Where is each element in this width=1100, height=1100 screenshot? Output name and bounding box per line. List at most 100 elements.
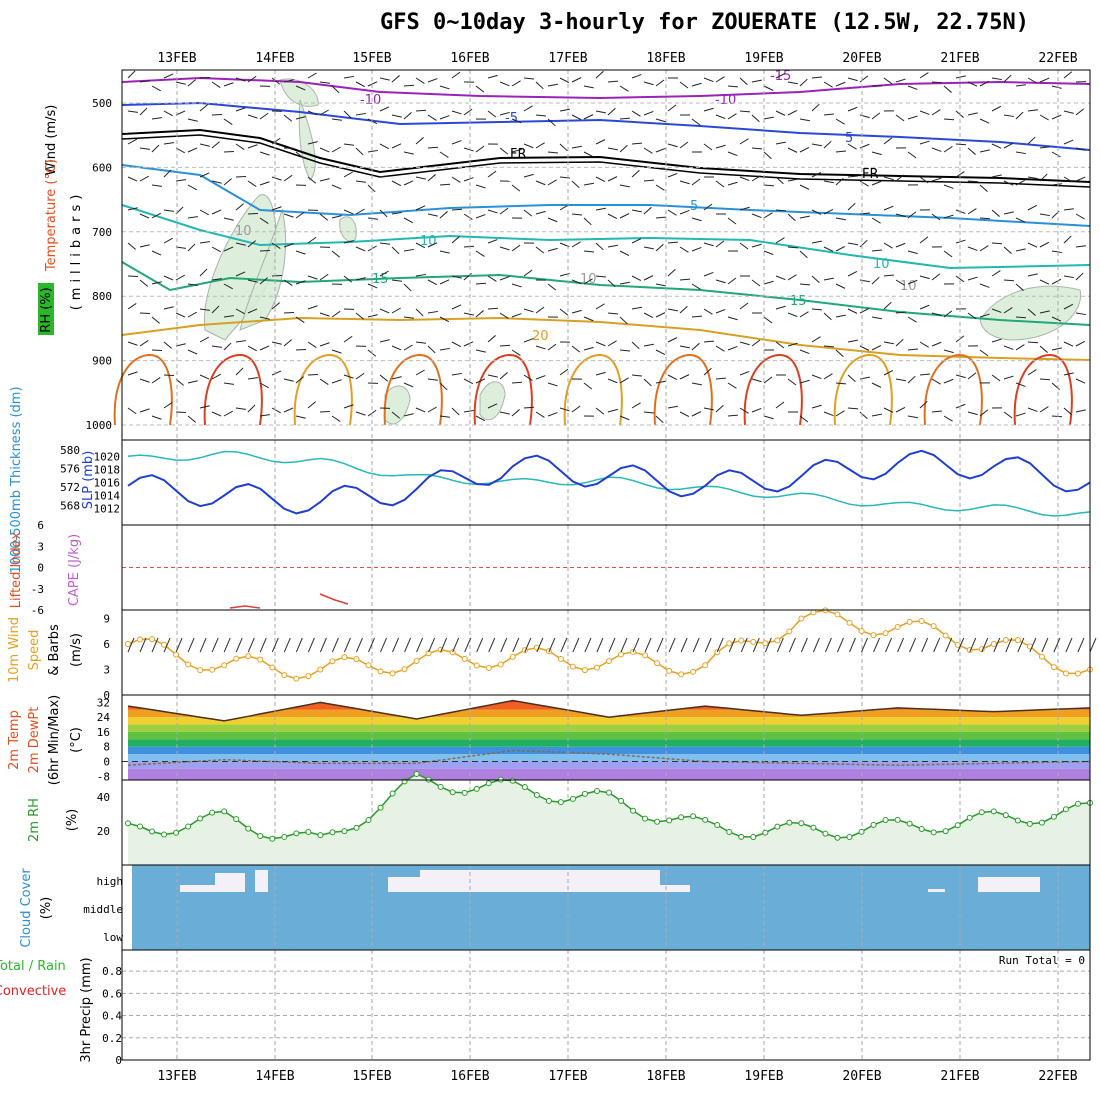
axis-label-slp: SLP (mb) [81, 451, 96, 510]
wind-barb [871, 249, 882, 252]
wind-barb [883, 341, 894, 345]
wind-barb [427, 310, 438, 314]
rh-tick: 20 [97, 825, 110, 838]
wind-barb [835, 217, 846, 221]
rh-point [305, 828, 312, 835]
wind-speed-point [726, 640, 733, 647]
wind-barb [631, 209, 642, 213]
wind-barb [343, 374, 354, 379]
wind-barb [511, 409, 520, 417]
wind-barb [331, 349, 342, 354]
wind-speed-point [401, 666, 408, 673]
panel-frame [121, 609, 1091, 696]
contour-label: -15 [770, 69, 791, 84]
wind-barb [151, 117, 162, 120]
wind-barb [895, 242, 906, 248]
wind-barb [1003, 114, 1014, 118]
wind-barb [655, 415, 664, 424]
wind-barb [343, 143, 354, 146]
wind-barb [715, 114, 726, 120]
wind-barb [511, 313, 522, 318]
wind-barb [499, 246, 510, 251]
wind-barb [919, 373, 930, 376]
wind-barb [1015, 382, 1026, 387]
rh-point [413, 770, 420, 777]
rh-point [618, 797, 625, 804]
rh-point [738, 833, 745, 840]
wind-barb [643, 246, 654, 250]
date-label-bottom: 20FEB [842, 1069, 881, 1084]
wind-barb [187, 118, 198, 122]
date-label-top: 20FEB [842, 51, 881, 66]
wind-barb [151, 184, 162, 187]
wind-barb [967, 372, 977, 380]
wind-barb [595, 371, 606, 376]
wind-barb [751, 147, 763, 150]
contour-label: -10 [715, 93, 736, 108]
wind-barb [524, 637, 532, 653]
wind-speed-point [581, 667, 588, 674]
wind-barb [895, 378, 906, 382]
wind-barb [428, 637, 436, 653]
wind-tick: 0 [103, 689, 110, 702]
wind-barb [439, 211, 448, 219]
wind-barb [619, 281, 630, 285]
wind-barb [667, 268, 676, 277]
wind-barb [619, 415, 630, 421]
wind-barb [1039, 345, 1048, 353]
wind-barb [919, 176, 929, 184]
wind-barb [1051, 85, 1062, 89]
wind-barb [163, 237, 173, 244]
wind-barb [139, 107, 148, 116]
wind-barb [955, 374, 966, 379]
wind-barb [812, 637, 820, 653]
wind-barb [295, 637, 303, 653]
wind-speed-point [762, 640, 769, 647]
thickness-tick: 576 [60, 463, 80, 476]
wind-barb [655, 184, 665, 191]
wind-speed-point [882, 630, 889, 637]
wind-barb [1051, 347, 1062, 351]
rh-point [533, 792, 540, 799]
wind-barb [427, 242, 438, 248]
wind-speed-point [666, 667, 673, 674]
contour-label: -10 [360, 93, 381, 108]
date-label-top: 17FEB [548, 51, 587, 66]
temp-tick: 32 [97, 696, 110, 709]
wind-barb [247, 180, 257, 188]
wind-speed-point [557, 655, 564, 662]
wind-barb [847, 271, 858, 277]
wind-barb [283, 79, 294, 83]
wind-barb [656, 637, 664, 653]
wind-barb [547, 118, 556, 127]
slp-tick: 1016 [94, 477, 121, 490]
wind-barb [187, 79, 196, 87]
rh-point [521, 784, 528, 791]
wind-barb [1075, 147, 1086, 151]
wind-barb [895, 311, 906, 314]
wind-barb [835, 81, 846, 87]
wind-barb [127, 176, 138, 182]
wind-barb [1003, 74, 1012, 83]
wind-barb [907, 415, 918, 419]
wind-barb [355, 246, 366, 252]
wind-barb [547, 412, 558, 417]
wind-barb [511, 244, 521, 252]
wind-barb [595, 341, 606, 347]
wind-barb [499, 147, 509, 155]
wind-barb [703, 407, 714, 411]
wind-barb [823, 312, 832, 321]
wind-barb [739, 77, 748, 86]
wind-barb [763, 116, 774, 120]
wind-barb [1027, 273, 1038, 277]
wind-barb [235, 340, 246, 343]
wind-barb [885, 637, 893, 653]
rh-point [750, 834, 757, 841]
wind-barb [1051, 183, 1062, 186]
wind-barb [199, 374, 210, 380]
wind-barb [547, 179, 557, 186]
wind-barb [223, 637, 231, 653]
wind-barb [775, 110, 786, 116]
wind-barb [475, 184, 486, 189]
wind-barb [439, 115, 450, 120]
